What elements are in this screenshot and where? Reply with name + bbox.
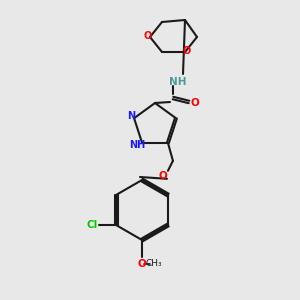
- Text: N: N: [127, 111, 135, 121]
- Text: O: O: [144, 31, 152, 41]
- Text: NH: NH: [169, 77, 187, 87]
- Text: O: O: [190, 98, 200, 108]
- Text: NH: NH: [129, 140, 145, 150]
- Text: O: O: [159, 171, 167, 181]
- Text: O: O: [138, 259, 146, 269]
- Text: CH₃: CH₃: [146, 260, 162, 268]
- Text: O: O: [183, 46, 191, 56]
- Text: Cl: Cl: [86, 220, 98, 230]
